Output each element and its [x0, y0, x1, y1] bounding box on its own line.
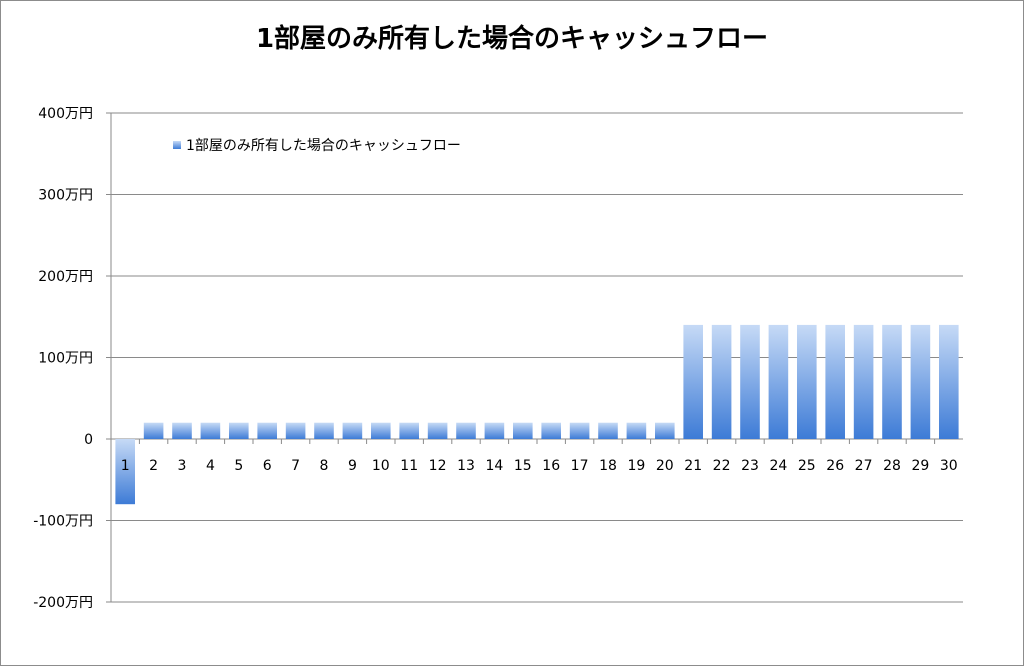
y-tick-label: -100万円	[33, 514, 93, 530]
bar	[882, 324, 902, 439]
bar	[626, 422, 647, 439]
y-tick-label: 100万円	[38, 351, 93, 367]
bar	[853, 324, 874, 439]
category-label: 28	[883, 458, 901, 474]
category-label: 3	[178, 458, 187, 474]
bar	[200, 422, 221, 439]
bar	[939, 324, 959, 439]
y-tick-label: -200万円	[33, 595, 93, 611]
y-tick-label: 200万円	[38, 269, 93, 285]
category-label: 1	[121, 458, 130, 474]
bar	[399, 422, 419, 439]
category-label: 6	[263, 458, 272, 474]
category-label: 5	[234, 458, 243, 474]
bar	[314, 422, 334, 439]
bar	[285, 422, 306, 439]
category-label: 8	[320, 458, 329, 474]
bar	[342, 422, 363, 439]
bar	[541, 422, 561, 439]
y-tick-label: 400万円	[38, 106, 93, 122]
category-label: 14	[485, 458, 503, 474]
category-label: 2	[149, 458, 158, 474]
category-label: 18	[599, 458, 617, 474]
legend: 1部屋のみ所有した場合のキャッシュフロー	[173, 138, 461, 154]
bar	[257, 422, 277, 439]
category-label: 4	[206, 458, 215, 474]
bar	[683, 324, 703, 439]
x-axis-categories: 1 2 3 4 5 6 7 8 9 10 11 12 13 14 15 16 17 18 19 20 21 22 23 24 2…	[110, 439, 958, 474]
y-tick-label: 300万円	[38, 188, 93, 204]
bars	[115, 324, 959, 505]
category-label: 30	[940, 458, 958, 474]
bar	[172, 422, 192, 439]
category-label: 27	[855, 458, 873, 474]
bar	[655, 422, 675, 439]
category-label: 23	[741, 458, 759, 474]
bar	[711, 324, 732, 439]
bar	[143, 422, 164, 439]
category-label: 22	[713, 458, 731, 474]
bar	[740, 324, 760, 439]
category-label: 12	[429, 458, 447, 474]
category-label: 13	[457, 458, 475, 474]
bar	[768, 324, 789, 439]
bar	[456, 422, 476, 439]
bar	[569, 422, 590, 439]
bar	[229, 422, 249, 439]
category-label: 11	[400, 458, 418, 474]
category-label: 15	[514, 458, 532, 474]
category-label: 20	[656, 458, 674, 474]
legend-label: 1部屋のみ所有した場合のキャッシュフロー	[186, 138, 461, 154]
category-label: 10	[372, 458, 390, 474]
bar	[797, 324, 817, 439]
bar	[427, 422, 448, 439]
bar	[115, 439, 135, 505]
y-tick-label: 0	[84, 432, 93, 448]
category-label: 24	[769, 458, 787, 474]
bar	[484, 422, 505, 439]
chart-title: 1部屋のみ所有した場合のキャッシュフロー	[256, 23, 768, 54]
category-label: 26	[826, 458, 844, 474]
category-label: 25	[798, 458, 816, 474]
category-label: 9	[348, 458, 357, 474]
category-label: 29	[911, 458, 929, 474]
category-label: 16	[542, 458, 560, 474]
bar	[910, 324, 931, 439]
bar	[598, 422, 618, 439]
bar	[825, 324, 845, 439]
y-axis-ticks: 400万円 300万円 200万円 100万円 0 -100万円 -200万円	[33, 106, 93, 611]
category-label: 17	[571, 458, 589, 474]
bar	[371, 422, 391, 439]
bar	[513, 422, 533, 439]
legend-swatch	[173, 141, 181, 149]
category-label: 7	[291, 458, 300, 474]
category-label: 21	[684, 458, 702, 474]
category-label: 19	[627, 458, 645, 474]
